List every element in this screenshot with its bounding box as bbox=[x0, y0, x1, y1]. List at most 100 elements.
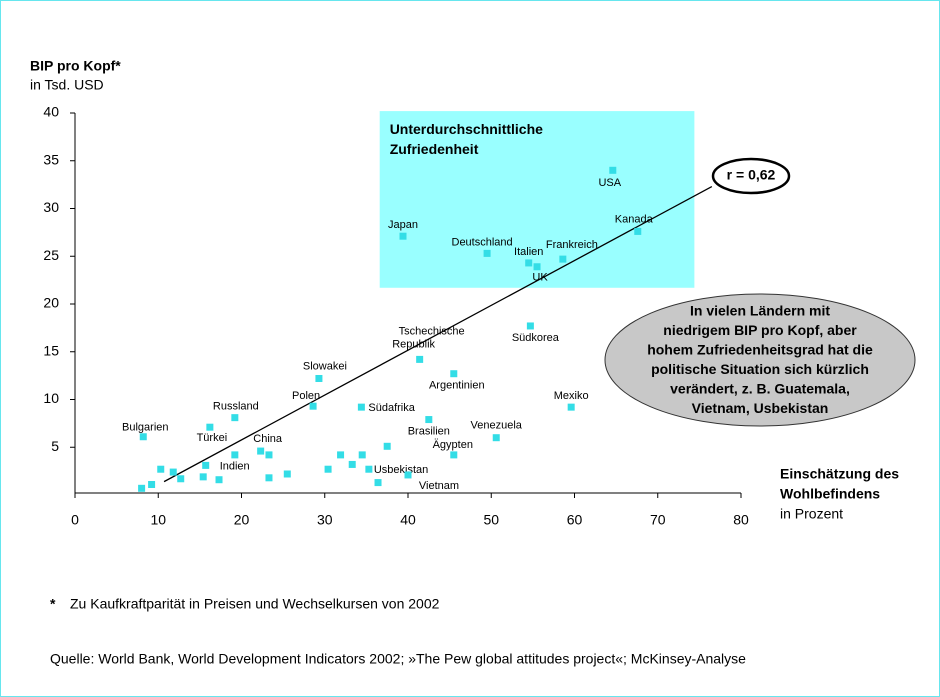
x-tick-label: 60 bbox=[567, 512, 583, 528]
y-tick-label: 35 bbox=[43, 151, 59, 167]
point bbox=[265, 474, 273, 482]
point bbox=[265, 451, 273, 459]
y-tick-label: 15 bbox=[43, 342, 59, 358]
footnote: Zu Kaufkraftparität in Preisen und Wechs… bbox=[70, 596, 440, 612]
point-label: Argentinien bbox=[429, 380, 485, 392]
y-tick-label: 10 bbox=[43, 390, 59, 406]
point-label: Usbekistan bbox=[374, 464, 428, 476]
callout-text: politische Situation sich kürzlich bbox=[651, 361, 869, 377]
point-label: Frankreich bbox=[546, 239, 598, 251]
point bbox=[357, 403, 365, 411]
point bbox=[283, 470, 291, 478]
point bbox=[450, 451, 458, 459]
point bbox=[177, 475, 185, 483]
x-axis-title: Wohlbefindens bbox=[780, 486, 880, 502]
region-label: Unterdurchschnittliche bbox=[390, 121, 543, 137]
point-label: Vietnam bbox=[419, 480, 459, 492]
point bbox=[139, 433, 147, 441]
point bbox=[315, 374, 323, 382]
point bbox=[199, 473, 207, 481]
point bbox=[634, 227, 642, 235]
y-axis-title: BIP pro Kopf* bbox=[30, 58, 121, 74]
point bbox=[559, 255, 567, 263]
x-axis-unit: in Prozent bbox=[780, 506, 843, 522]
point-label: Japan bbox=[388, 219, 418, 231]
point bbox=[609, 166, 617, 174]
correlation-label: r = 0,62 bbox=[727, 167, 776, 183]
x-axis-title: Einschätzung des bbox=[780, 466, 899, 482]
point-label: Polen bbox=[292, 390, 320, 402]
point bbox=[525, 259, 533, 267]
point bbox=[202, 461, 210, 469]
point bbox=[231, 451, 239, 459]
y-tick-label: 30 bbox=[43, 199, 59, 215]
x-tick-label: 40 bbox=[400, 512, 416, 528]
point bbox=[365, 465, 373, 473]
point-label: Deutschland bbox=[452, 236, 513, 248]
x-tick-label: 50 bbox=[483, 512, 499, 528]
point bbox=[138, 484, 146, 492]
point-label: China bbox=[253, 433, 283, 445]
point-label: USA bbox=[598, 177, 621, 189]
point-label: Republik bbox=[392, 338, 435, 350]
source: Quelle: World Bank, World Development In… bbox=[50, 651, 746, 667]
point-label: Tschechische bbox=[399, 325, 465, 337]
point-label: Brasilien bbox=[408, 425, 450, 437]
callout-text: hohem Zufriedenheitsgrad hat die bbox=[647, 342, 873, 358]
point bbox=[533, 263, 541, 271]
point bbox=[231, 414, 239, 422]
point bbox=[399, 232, 407, 240]
correlation-badge bbox=[711, 157, 791, 195]
point bbox=[425, 416, 433, 424]
point bbox=[567, 403, 575, 411]
point bbox=[348, 460, 356, 468]
point bbox=[358, 451, 366, 459]
callout-text: Vietnam, Usbekistan bbox=[692, 400, 829, 416]
point-label: Ägypten bbox=[433, 439, 473, 451]
y-tick-label: 40 bbox=[43, 104, 59, 120]
callout-text: niedrigem BIP pro Kopf, aber bbox=[663, 322, 857, 338]
point-label: Slowakei bbox=[303, 360, 347, 372]
x-tick-label: 10 bbox=[150, 512, 166, 528]
x-tick-label: 0 bbox=[71, 512, 79, 528]
point-label: Italien bbox=[514, 246, 543, 258]
point-label: Türkei bbox=[197, 432, 228, 444]
point-label: Venezuela bbox=[471, 420, 523, 432]
point-label: UK bbox=[532, 272, 548, 284]
trend-line bbox=[163, 185, 713, 483]
point bbox=[404, 471, 412, 479]
point-label: Indien bbox=[220, 460, 250, 472]
x-tick-label: 20 bbox=[234, 512, 250, 528]
callout-text: verändert, z. B. Guatemala, bbox=[670, 381, 850, 397]
point bbox=[483, 249, 491, 257]
point bbox=[374, 479, 382, 487]
point bbox=[383, 442, 391, 450]
point bbox=[526, 322, 534, 330]
region-label: Zufriedenheit bbox=[390, 141, 479, 157]
point-label: Südkorea bbox=[512, 332, 560, 344]
y-tick-label: 25 bbox=[43, 247, 59, 263]
callout-text: In vielen Ländern mit bbox=[690, 303, 830, 319]
point-label: Mexiko bbox=[554, 390, 589, 402]
y-tick-label: 20 bbox=[43, 295, 59, 311]
x-tick-label: 70 bbox=[650, 512, 666, 528]
callout-bubble bbox=[604, 293, 916, 427]
point bbox=[257, 447, 265, 455]
point bbox=[416, 355, 424, 363]
point bbox=[148, 480, 156, 488]
x-tick-label: 80 bbox=[733, 512, 749, 528]
footnote-marker: * bbox=[50, 596, 56, 612]
y-tick-label: 5 bbox=[51, 438, 59, 454]
point bbox=[450, 370, 458, 378]
point bbox=[206, 423, 214, 431]
point bbox=[324, 465, 332, 473]
point bbox=[337, 451, 345, 459]
point bbox=[169, 468, 177, 476]
x-tick-label: 30 bbox=[317, 512, 333, 528]
point bbox=[309, 402, 317, 410]
region bbox=[379, 111, 695, 288]
point bbox=[215, 476, 223, 484]
point-label: Russland bbox=[213, 401, 259, 413]
point bbox=[492, 434, 500, 442]
